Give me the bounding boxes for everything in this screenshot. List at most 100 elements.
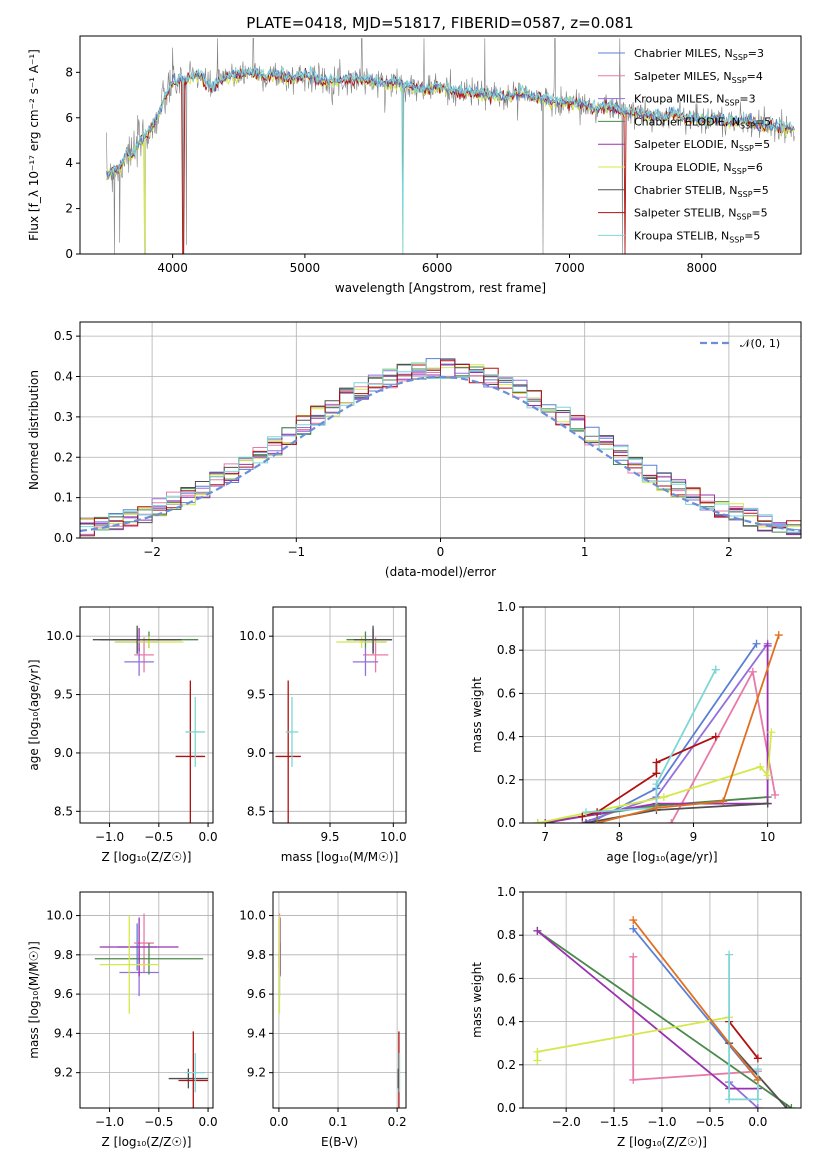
y-tick-label: 0.3: [54, 410, 73, 424]
legend-label-main: Salpeter STELIB, N: [634, 207, 736, 220]
x-axis-label: (data-model)/error: [385, 565, 496, 579]
y-tick-label: 0.8: [497, 643, 516, 657]
mass-weight-marker: [652, 758, 661, 767]
mass-weight-marker: [711, 732, 720, 741]
x-axis-label: mass [log₁₀(M/M☉)]: [281, 850, 399, 864]
mass-weight-line: [536, 930, 792, 1108]
plot-area: [80, 358, 801, 537]
mass-weight-marker: [774, 631, 783, 640]
y-tick-label: 0.4: [497, 730, 516, 744]
legend-label-value: =3: [748, 47, 764, 60]
mass-weight-marker: [756, 762, 765, 771]
legend-label-value: =4: [747, 70, 763, 83]
x-tick-label: 0.0: [199, 830, 218, 844]
legend-label: 𝒩(0, 1): [740, 337, 780, 350]
legend-label-sub: SSP: [732, 76, 747, 85]
axes-frame: [79, 321, 802, 539]
y-tick-label: 0.2: [497, 773, 516, 787]
mass-weight-vs-age-panel: 7 8 9 10 0.0 0.2 0.4 0.6 0.8 1.0 age [log₁₀(age/yr…: [470, 600, 802, 864]
x-axis-label: Z [log₁₀(Z/Z☉)]: [102, 1135, 192, 1149]
y-tick-label: 9.0: [54, 746, 73, 760]
x-tick-label: 0.0: [269, 1115, 288, 1129]
mass-weight-line: [582, 643, 769, 823]
mass-weight-marker: [593, 819, 602, 823]
x-tick-label: 5000: [290, 261, 321, 275]
legend-label-value: =5: [754, 138, 770, 151]
mass-weight-marker: [753, 1054, 762, 1063]
legend-label-main: Kroupa ELODIE, N: [634, 161, 732, 174]
y-tick-label: 9.2: [247, 1066, 266, 1080]
y-tick-label: 8.5: [54, 804, 73, 818]
x-tick-label: 0.2: [388, 1115, 407, 1129]
ticks: −1.0 −0.5 0.0 9.2 9.4 9.6 9.8 10.0: [46, 909, 217, 1129]
y-tick-label: 0: [65, 247, 73, 261]
mass-weight-marker: [652, 769, 661, 778]
mass-weight-marker: [652, 803, 661, 812]
mass-weight-marker: [578, 812, 587, 821]
x-tick-label: 0.0: [199, 1115, 218, 1129]
y-tick-label: 0.0: [497, 816, 516, 830]
y-axis-label: Flux [f_λ 10⁻¹⁷ erg cm⁻² s⁻¹ A⁻¹]: [27, 49, 41, 241]
y-axis-label: mass weight: [470, 677, 484, 753]
legend-label-value: =6: [747, 161, 763, 174]
y-tick-label: 9.4: [54, 1026, 73, 1040]
x-tick-label: 8000: [687, 261, 718, 275]
y-axis-label: Normed distribution: [27, 370, 41, 490]
mass-weight-marker: [771, 790, 780, 799]
legend-label-main: Kroupa STELIB, N: [634, 229, 729, 242]
legend-label-main: Chabrier STELIB, N: [634, 184, 738, 197]
x-tick-label: −0.5: [144, 1115, 173, 1129]
y-tick-label: 0.2: [54, 450, 73, 464]
age-vs-metallicity-panel: −1.0 −0.5 0.0 8.5 9.0 9.5 10.0 Z [log₁₀(Z/Z☉)] a…: [27, 606, 218, 864]
mass-weight-marker: [782, 1104, 791, 1108]
legend-label: Kroupa STELIB, NSSP=5: [634, 229, 760, 244]
legend-label: Chabrier MILES, NSSP=3: [634, 47, 764, 62]
y-tick-label: 0.6: [497, 971, 516, 985]
x-tick-label: 0: [437, 545, 445, 559]
x-tick-label: 9: [690, 830, 698, 844]
legend-label-sub: SSP: [740, 121, 755, 130]
age-vs-mass-panel: 9.5 10.0 8.5 9.0 9.5 10.0 mass [log₁₀(M/M☉)]: [239, 606, 407, 864]
x-tick-label: −1.0: [95, 830, 124, 844]
mass-weight-line: [585, 669, 717, 814]
x-tick-label: 7000: [554, 261, 585, 275]
x-tick-label: 0.1: [328, 1115, 347, 1129]
plot-area: [94, 913, 209, 1108]
x-tick-label: 7: [541, 830, 549, 844]
mass-weight-line: [589, 643, 758, 823]
plot-area: [92, 625, 206, 823]
y-tick-label: 9.5: [247, 688, 266, 702]
x-tick-label: −1: [287, 545, 305, 559]
plot-area: [106, 38, 795, 254]
mass-weight-line: [728, 1081, 759, 1108]
x-tick-label: −1.0: [647, 1115, 676, 1129]
legend-label: Chabrier STELIB, NSSP=5: [634, 184, 769, 199]
y-tick-label: 8: [65, 65, 73, 79]
legend-label-value: =5: [751, 207, 767, 220]
y-tick-label: 4: [65, 156, 73, 170]
mass-weight-marker: [533, 926, 542, 935]
legend-label-sub: SSP: [732, 167, 747, 176]
ticks: −1.0 −0.5 0.0 8.5 9.0 9.5 10.0: [46, 629, 217, 844]
legend-label-sub: SSP: [733, 53, 748, 62]
spectrum-panel: 4000 5000 6000 7000 8000 0 2 4 6 8 wavelength [Ang…: [27, 35, 802, 295]
legend-label: Salpeter ELODIE, NSSP=5: [634, 138, 770, 153]
axes-frame: [272, 891, 407, 1109]
x-axis-label: age [log₁₀(age/yr)]: [606, 850, 717, 864]
legend-label-value: =3: [739, 93, 755, 106]
mass-weight-marker: [752, 639, 761, 648]
x-tick-label: 2: [725, 545, 733, 559]
legend-label-sub: SSP: [739, 144, 754, 153]
y-tick-label: 0.5: [54, 329, 73, 343]
y-tick-label: 0.4: [497, 1015, 516, 1029]
y-tick-label: 0.0: [54, 531, 73, 545]
y-tick-label: 9.2: [54, 1066, 73, 1080]
x-tick-label: 1: [581, 545, 589, 559]
ticks: 7 8 9 10 0.0 0.2 0.4 0.6 0.8 1.0: [497, 600, 775, 844]
x-axis-label: E(B-V): [321, 1135, 358, 1149]
ticks: 0.0 0.1 0.2 9.2 9.4 9.6 9.8 10.0: [239, 909, 406, 1129]
legend-label-main: Chabrier ELODIE, N: [634, 115, 740, 128]
legend-label-main: Chabrier MILES, N: [634, 47, 733, 60]
mass-weight-marker: [763, 799, 772, 808]
